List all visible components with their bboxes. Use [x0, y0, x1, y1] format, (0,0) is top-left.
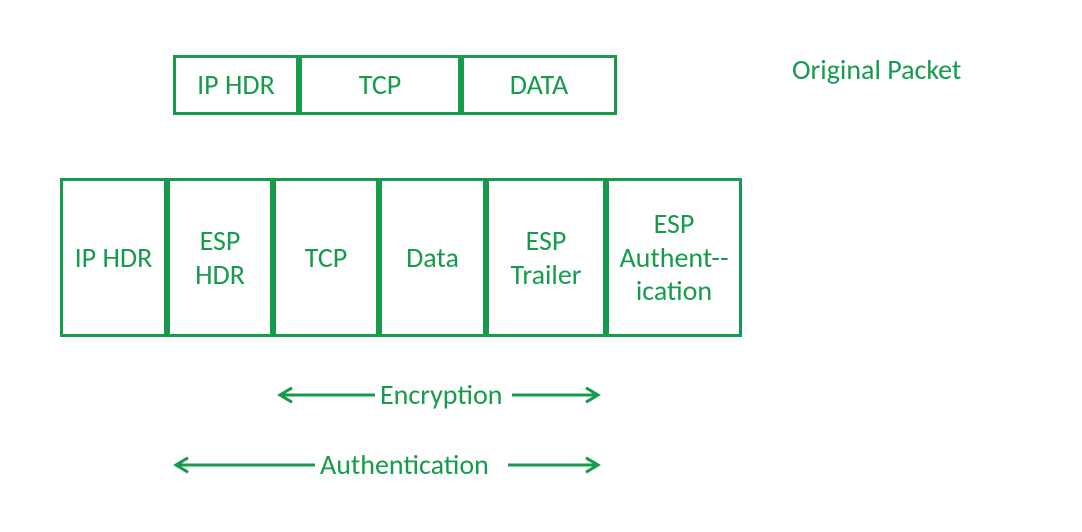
authentication-label: Authentication [320, 447, 489, 482]
authentication-arrow [0, 0, 1082, 532]
